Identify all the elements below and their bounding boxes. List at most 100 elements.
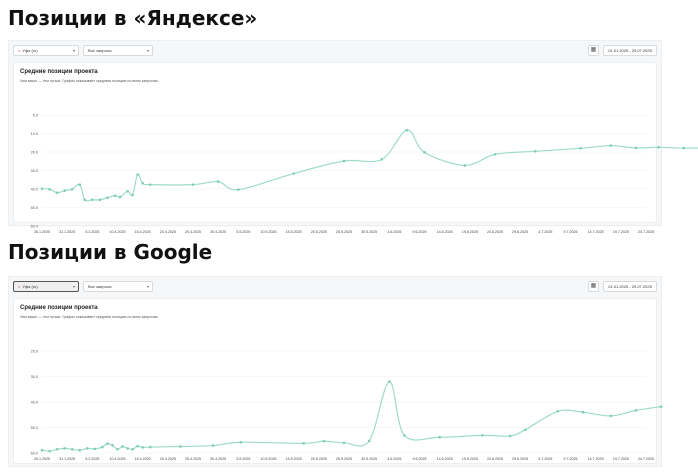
x-tick-label: 31.1.2025 (59, 457, 75, 461)
yandex-heading: Позиции в «Яндексе» (8, 6, 258, 30)
google-line-chart: 20.0 30.0 40.0 50.0 60.0 26.1.2025 31.1.2025 5.… (31, 349, 663, 461)
x-tick-label: 20.4.2025 (160, 230, 176, 234)
google-chart-card: Средние позиции проекта Чем выше — тем л… (13, 298, 663, 464)
y-tick-label: 60.0 (31, 451, 38, 455)
data-point (463, 164, 467, 167)
data-point (63, 447, 66, 450)
x-tick-label: 19.7.2025 (613, 457, 629, 461)
x-tick-label: 20.5.2025 (311, 230, 327, 234)
yandex-line-chart: 5.0 10.0 20.0 30.0 40.0 50.0 60.0 26.1.2025 31.1… (31, 113, 698, 234)
y-tick-label: 40.0 (31, 400, 38, 404)
data-point (141, 181, 144, 185)
x-tick-label: 5.5.2025 (236, 230, 250, 234)
data-point (556, 409, 560, 413)
x-tick-label: 24.7.2025 (638, 457, 654, 461)
close-icon[interactable]: × (18, 284, 21, 289)
x-tick-label: 25.4.2025 (185, 457, 201, 461)
yandex-region-select[interactable]: × Уфа (ru) ▾ (13, 45, 79, 56)
x-tick-label: 10.4.2025 (110, 230, 126, 234)
data-point (48, 449, 51, 453)
data-point (106, 442, 109, 446)
series-line (41, 380, 662, 452)
data-point (126, 189, 129, 193)
data-point (136, 173, 139, 176)
data-point (93, 447, 97, 451)
data-point (581, 410, 585, 414)
x-tick-label: 14.7.2025 (588, 457, 604, 461)
data-point (481, 434, 484, 437)
google-card-subtitle: Чем выше — тем лучше. График показывает … (20, 315, 159, 319)
data-point (609, 414, 613, 418)
data-point (380, 158, 384, 161)
data-point (367, 439, 371, 443)
y-tick-label: 20.0 (31, 150, 38, 154)
data-point (148, 445, 152, 449)
data-point (508, 434, 512, 438)
x-tick-label: 15.4.2025 (135, 230, 151, 234)
x-tick-label: 29.6.2025 (512, 230, 528, 234)
x-tick-label: 24.7.2025 (638, 230, 654, 234)
data-point (55, 191, 59, 194)
data-point (131, 193, 134, 197)
y-tick-label: 60.0 (31, 224, 38, 228)
x-tick-label: 10.4.2025 (110, 457, 126, 461)
calendar-icon[interactable]: ▦ (588, 45, 599, 56)
series-line (41, 129, 698, 202)
x-tick-label: 14.6.2025 (437, 457, 453, 461)
google-panel: × Уфа (ru) ▾ Все запросы ▾ ▦ 01.01.2025 -… (8, 276, 663, 467)
data-point (148, 183, 152, 186)
data-point (40, 448, 44, 452)
x-tick-label: 9.7.2025 (564, 230, 578, 234)
chevron-down-icon: ▾ (72, 284, 75, 289)
data-point (116, 447, 119, 451)
x-tick-label: 24.6.2025 (487, 457, 503, 461)
data-point (216, 180, 220, 183)
data-point (141, 446, 144, 449)
data-point (657, 145, 660, 149)
data-point (111, 443, 114, 447)
data-point (83, 198, 87, 202)
calendar-icon[interactable]: ▦ (588, 281, 599, 292)
data-point (191, 183, 195, 186)
data-point (70, 187, 74, 191)
data-point (523, 428, 527, 432)
data-point (78, 183, 82, 186)
x-tick-label: 4.6.2025 (387, 230, 401, 234)
x-tick-label: 4.7.2025 (538, 457, 552, 461)
data-point (78, 448, 82, 452)
close-icon[interactable]: × (18, 48, 21, 53)
x-tick-label: 9.6.2025 (413, 457, 427, 461)
google-heading: Позиции в Google (8, 240, 213, 264)
x-tick-label: 15.5.2025 (286, 230, 302, 234)
yandex-date-range[interactable]: 01.01.2025 - 29.07.2025 (603, 45, 657, 56)
y-tick-label: 20.0 (31, 349, 38, 353)
x-tick-label: 31.1.2025 (59, 230, 75, 234)
x-tick-label: 19.6.2025 (462, 230, 478, 234)
yandex-card-title: Средние позиции проекта (20, 69, 98, 75)
data-point (40, 187, 44, 190)
x-tick-label: 20.5.2025 (311, 457, 327, 461)
google-query-select[interactable]: Все запросы ▾ (83, 281, 153, 292)
y-tick-label: 30.0 (31, 169, 38, 173)
data-point (388, 380, 391, 383)
x-tick-label: 15.4.2025 (135, 457, 151, 461)
data-point (136, 444, 139, 448)
data-point (292, 172, 295, 175)
chevron-down-icon: ▾ (146, 284, 149, 289)
x-tick-label: 24.6.2025 (487, 230, 503, 234)
yandex-query-select[interactable]: Все запросы ▾ (83, 45, 153, 56)
x-tick-label: 29.6.2025 (512, 457, 528, 461)
chevron-down-icon: ▾ (72, 48, 75, 53)
google-region-value: Уфа (ru) (22, 284, 38, 289)
y-tick-label: 30.0 (31, 375, 38, 379)
x-tick-label: 4.6.2025 (387, 457, 401, 461)
x-tick-label: 9.6.2025 (413, 230, 427, 234)
x-tick-label: 5.5.2025 (236, 457, 250, 461)
x-tick-label: 25.5.2025 (336, 457, 352, 461)
google-region-select[interactable]: × Уфа (ru) ▾ (13, 281, 79, 292)
x-tick-label: 5.2.2025 (85, 230, 99, 234)
data-point (211, 444, 215, 447)
data-point (118, 195, 122, 199)
google-date-range[interactable]: 01.01.2025 - 29.07.2025 (603, 281, 657, 292)
x-tick-label: 14.6.2025 (437, 230, 453, 234)
